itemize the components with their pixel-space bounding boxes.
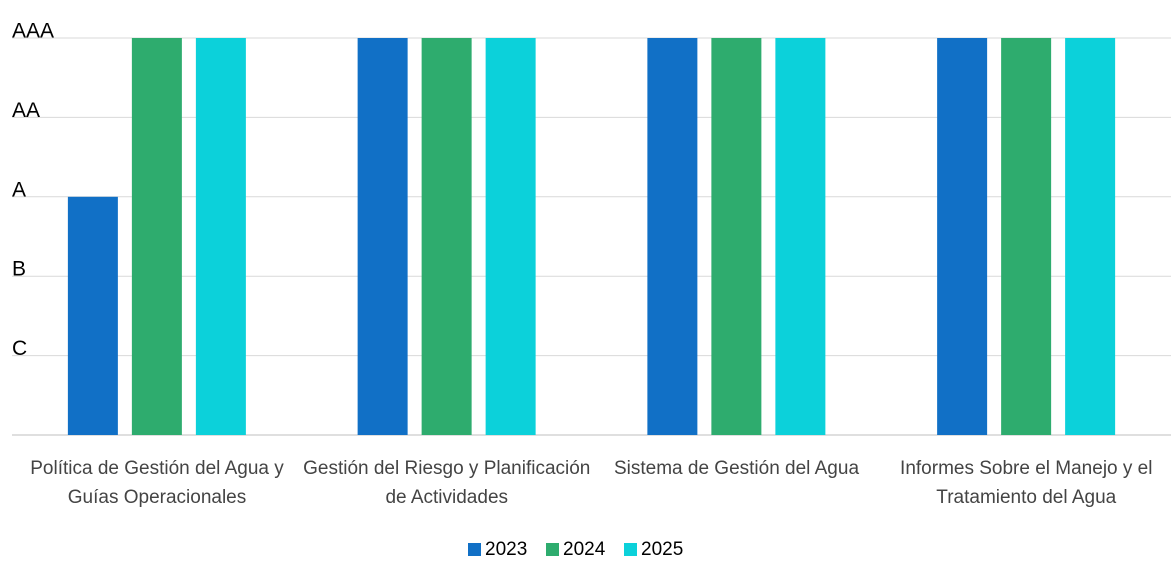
bar [711,38,762,435]
x-tick-label: Política de Gestión del Agua y Guías Ope… [30,458,284,508]
y-tick-label: A [12,178,26,201]
bar [775,38,826,435]
legend-label: 2024 [563,539,606,560]
y-tick-label: C [12,337,27,360]
x-tick-label: Informes Sobre el Manejo y el Tratamient… [900,458,1153,508]
y-tick-label: B [12,258,26,281]
bar [421,38,472,435]
legend-swatch [624,543,637,556]
legend-swatch [468,543,481,556]
x-tick-label: Sistema de Gestión del Agua [613,458,860,479]
bar [357,38,408,435]
bar [485,38,536,435]
bar [647,38,698,435]
bar [1065,38,1116,435]
y-tick-label: AA [12,99,40,122]
bar [195,38,246,435]
x-tick-label: Gestión del Riesgo y Planificación de Ac… [303,458,591,508]
legend-label: 2023 [485,539,527,560]
bar [67,196,118,435]
bar [1001,38,1052,435]
bar [131,38,182,435]
legend-label: 2025 [641,539,683,560]
legend-swatch [546,543,559,556]
y-tick-label: AAA [12,20,54,43]
bar [937,38,988,435]
